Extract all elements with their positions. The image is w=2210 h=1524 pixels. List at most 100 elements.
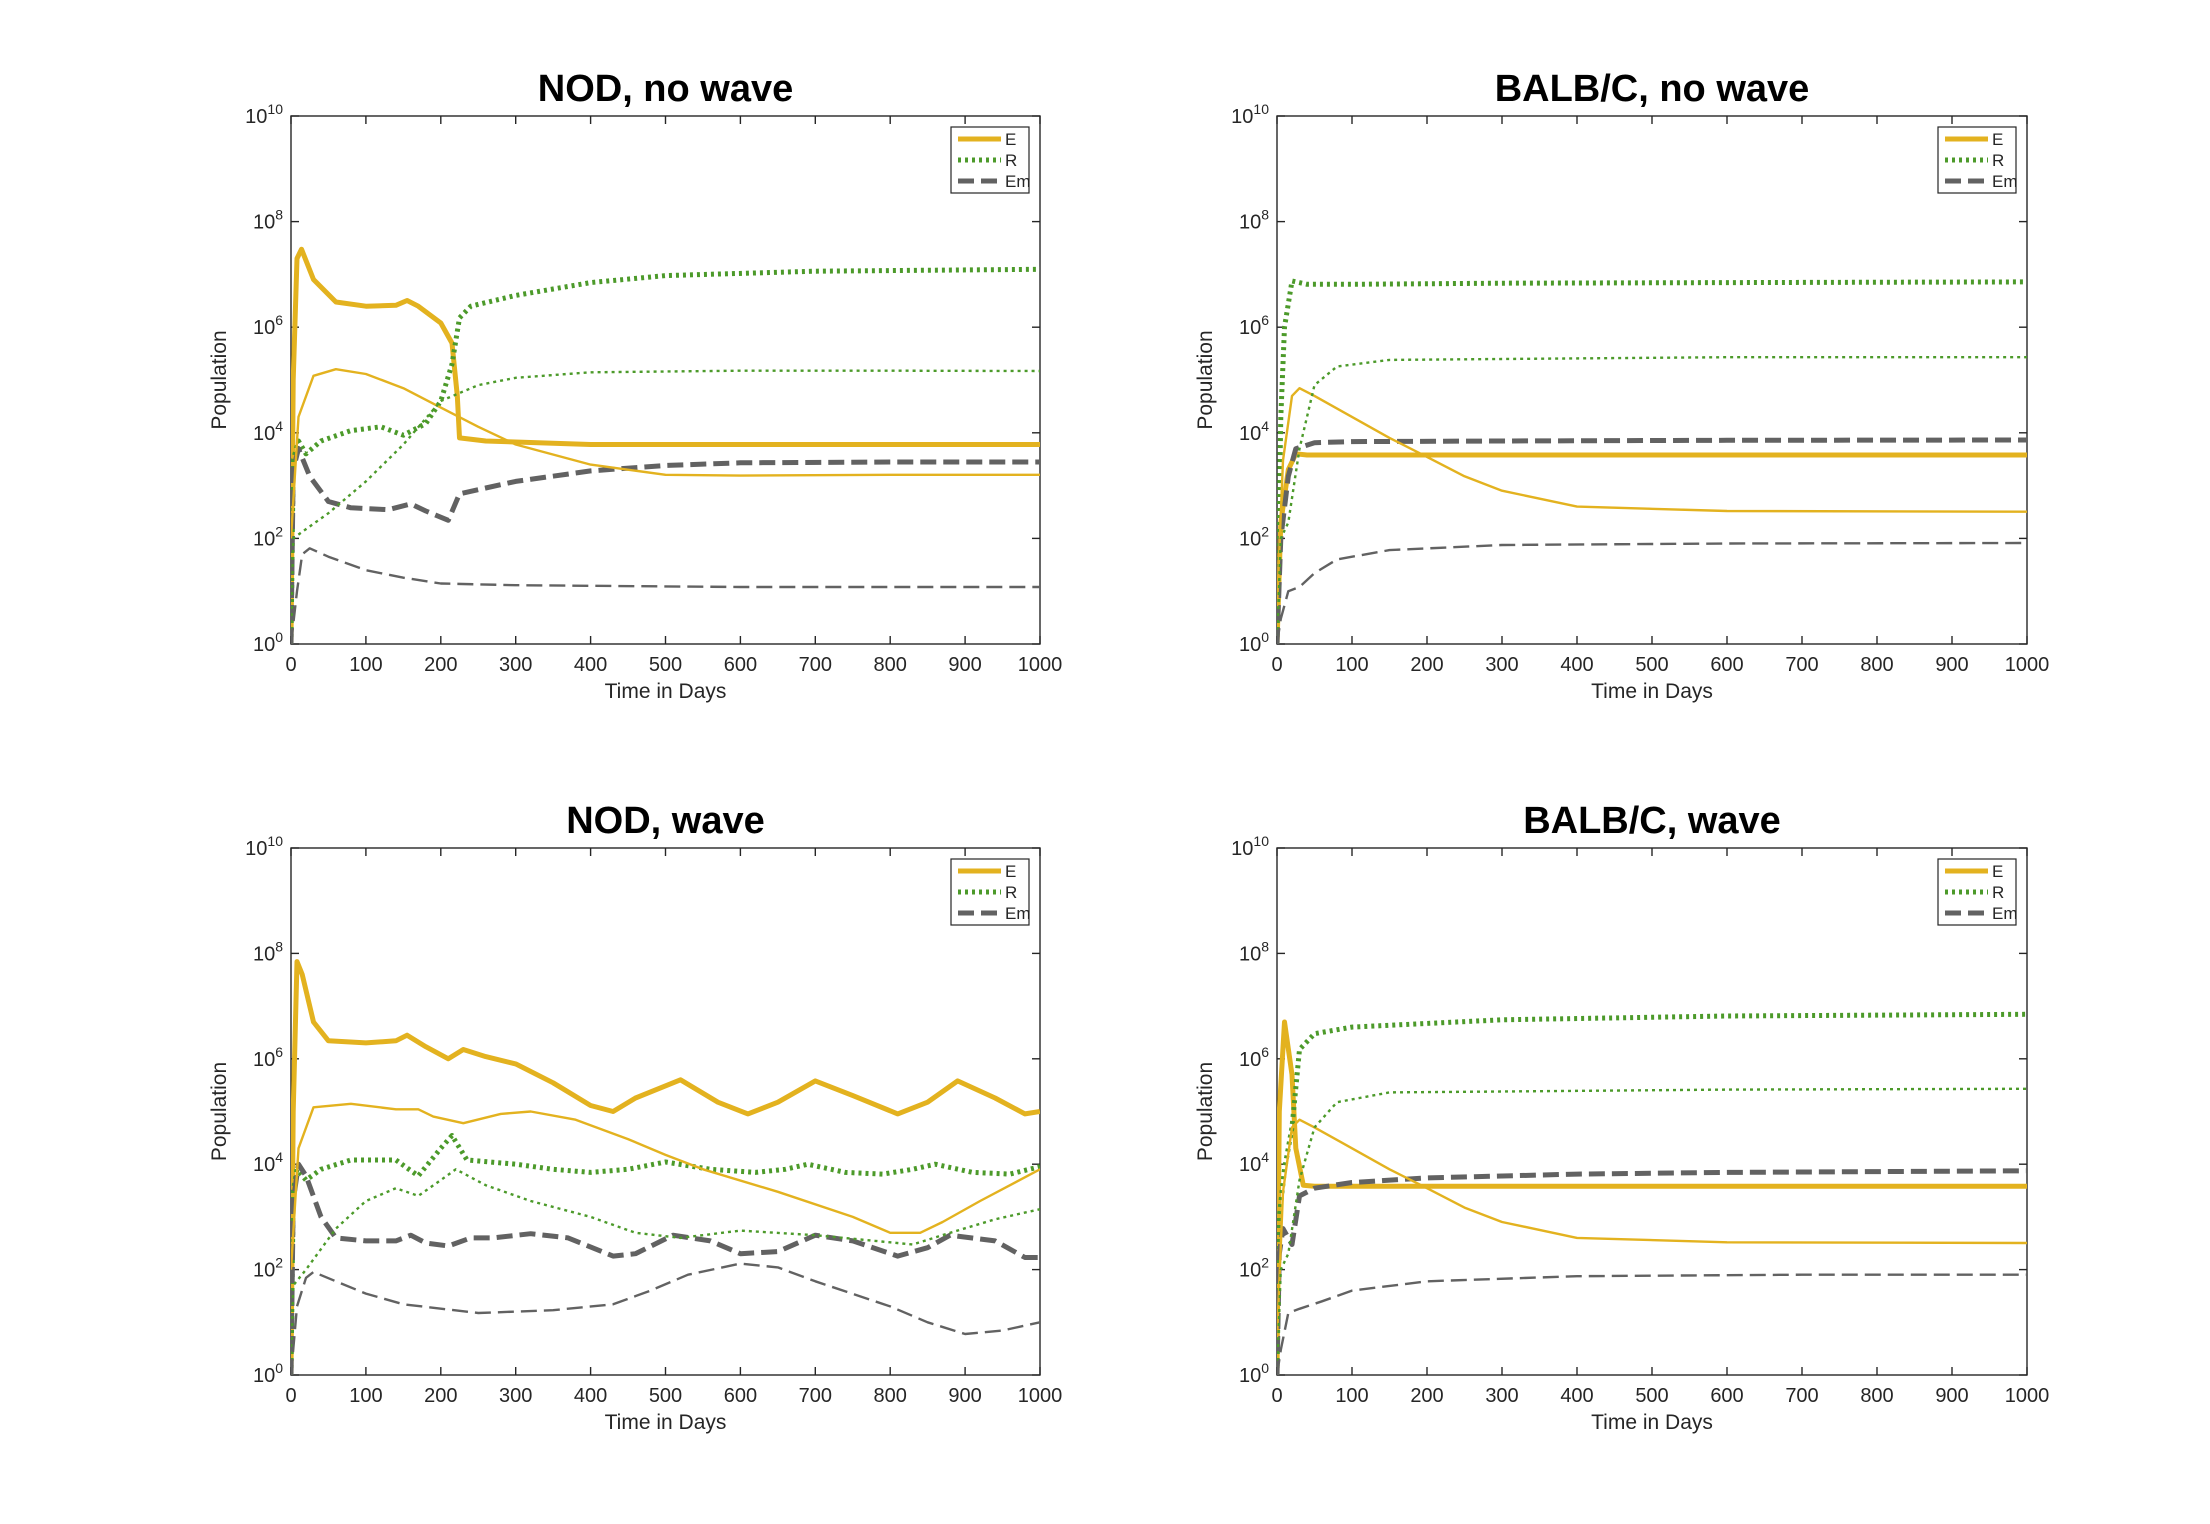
- series-line-em-thin: [291, 1262, 1040, 1375]
- series-line-r-thick: [291, 1133, 1040, 1375]
- x-tick-label: 900: [948, 1385, 981, 1407]
- series-line-em-thin: [291, 547, 1040, 644]
- y-tick-label: 102: [253, 523, 283, 550]
- x-tick-label: 700: [799, 1385, 832, 1407]
- x-tick-label: 400: [1560, 1385, 1593, 1407]
- y-tick-label: 100: [1239, 629, 1269, 656]
- y-tick-label: 108: [1239, 938, 1269, 965]
- series-line-e-thin: [291, 1102, 1040, 1270]
- x-tick-label: 200: [1410, 654, 1443, 676]
- series-line-e-thick: [291, 959, 1040, 1375]
- series-line-e-thick: [1277, 1019, 2027, 1375]
- y-tick-label: 108: [253, 938, 283, 965]
- legend-label: E: [1992, 130, 2003, 149]
- x-tick-label: 600: [724, 654, 757, 676]
- plot-area: [1276, 847, 2028, 1376]
- series-line-e-thin: [291, 368, 1040, 539]
- y-tick-label: 104: [253, 418, 283, 445]
- y-tick-label: 1010: [245, 101, 283, 128]
- x-tick-label: 200: [424, 654, 457, 676]
- series-line-r-thin: [291, 1168, 1040, 1375]
- chart-title: BALB/C, no wave: [1495, 68, 1810, 110]
- y-tick-label: 104: [1239, 418, 1269, 445]
- x-tick-label: 100: [1335, 654, 1368, 676]
- series-line-em-thick: [291, 446, 1040, 644]
- x-tick-label: 1000: [1018, 1385, 1063, 1407]
- x-tick-label: 0: [1271, 654, 1282, 676]
- legend-label: Em: [1005, 172, 1031, 191]
- x-tick-label: 100: [1335, 1385, 1368, 1407]
- series-line-r-thin: [1277, 356, 2027, 644]
- x-tick-label: 700: [1785, 654, 1818, 676]
- y-axis-label: Population: [208, 330, 231, 429]
- x-tick-label: 0: [1271, 1385, 1282, 1407]
- series-line-r-thick: [1277, 278, 2027, 644]
- legend: ER Em: [950, 858, 1031, 926]
- x-tick-label: 1000: [2005, 1385, 2050, 1407]
- series-line-em-thin: [1277, 1273, 2027, 1375]
- y-tick-label: 106: [253, 312, 283, 339]
- y-tick-label: 102: [1239, 1255, 1269, 1282]
- x-axis-label: Time in Days: [1591, 680, 1713, 703]
- y-tick-label: 108: [1239, 207, 1269, 234]
- series-line-r-thin: [291, 369, 1040, 644]
- y-tick-label: 100: [253, 1360, 283, 1387]
- x-tick-label: 600: [724, 1385, 757, 1407]
- x-tick-label: 800: [1860, 654, 1893, 676]
- plot-area: [1276, 115, 2028, 645]
- x-axis-label: Time in Days: [605, 1411, 727, 1434]
- plot-area: [290, 115, 1041, 645]
- y-tick-label: 1010: [1231, 101, 1269, 128]
- x-tick-label: 500: [1635, 654, 1668, 676]
- legend-label: Em: [1005, 904, 1031, 923]
- x-tick-label: 1000: [1018, 654, 1063, 676]
- chart-title: NOD, no wave: [538, 68, 794, 110]
- x-tick-label: 600: [1710, 654, 1743, 676]
- legend-label: R: [1005, 151, 1017, 170]
- y-tick-label: 102: [253, 1255, 283, 1282]
- x-tick-label: 800: [874, 654, 907, 676]
- x-tick-label: 500: [649, 1385, 682, 1407]
- y-tick-label: 1010: [1231, 833, 1269, 860]
- legend-label: E: [1005, 862, 1016, 881]
- series-line-e-thin: [1277, 1118, 2027, 1339]
- x-tick-label: 900: [948, 654, 981, 676]
- series-line-e-thin: [1277, 387, 2027, 608]
- legend: ER Em: [1937, 858, 2018, 926]
- x-tick-label: 300: [499, 1385, 532, 1407]
- x-tick-label: 0: [285, 654, 296, 676]
- x-tick-label: 800: [874, 1385, 907, 1407]
- x-tick-label: 800: [1860, 1385, 1893, 1407]
- x-tick-label: 900: [1935, 1385, 1968, 1407]
- chart-title: BALB/C, wave: [1523, 800, 1781, 842]
- x-tick-label: 300: [1485, 654, 1518, 676]
- x-tick-label: 300: [1485, 1385, 1518, 1407]
- x-tick-label: 200: [1410, 1385, 1443, 1407]
- legend: ER Em: [950, 126, 1031, 194]
- x-axis-label: Time in Days: [605, 680, 727, 703]
- y-tick-label: 108: [253, 207, 283, 234]
- x-tick-label: 100: [349, 654, 382, 676]
- y-tick-label: 102: [1239, 523, 1269, 550]
- x-tick-label: 600: [1710, 1385, 1743, 1407]
- y-tick-label: 100: [1239, 1360, 1269, 1387]
- legend-label: Em: [1992, 904, 2018, 923]
- legend-label: R: [1992, 883, 2004, 902]
- x-tick-label: 1000: [2005, 654, 2050, 676]
- x-tick-label: 900: [1935, 654, 1968, 676]
- series-line-r-thin: [1277, 1087, 2027, 1375]
- legend-label: R: [1992, 151, 2004, 170]
- legend-label: R: [1005, 883, 1017, 902]
- legend-label: E: [1005, 130, 1016, 149]
- series-line-em-thin: [1277, 541, 2027, 644]
- y-tick-label: 106: [1239, 312, 1269, 339]
- y-axis-label: Population: [208, 1062, 231, 1161]
- x-tick-label: 300: [499, 654, 532, 676]
- legend-label: E: [1992, 862, 2003, 881]
- legend-label: Em: [1992, 172, 2018, 191]
- x-tick-label: 200: [424, 1385, 457, 1407]
